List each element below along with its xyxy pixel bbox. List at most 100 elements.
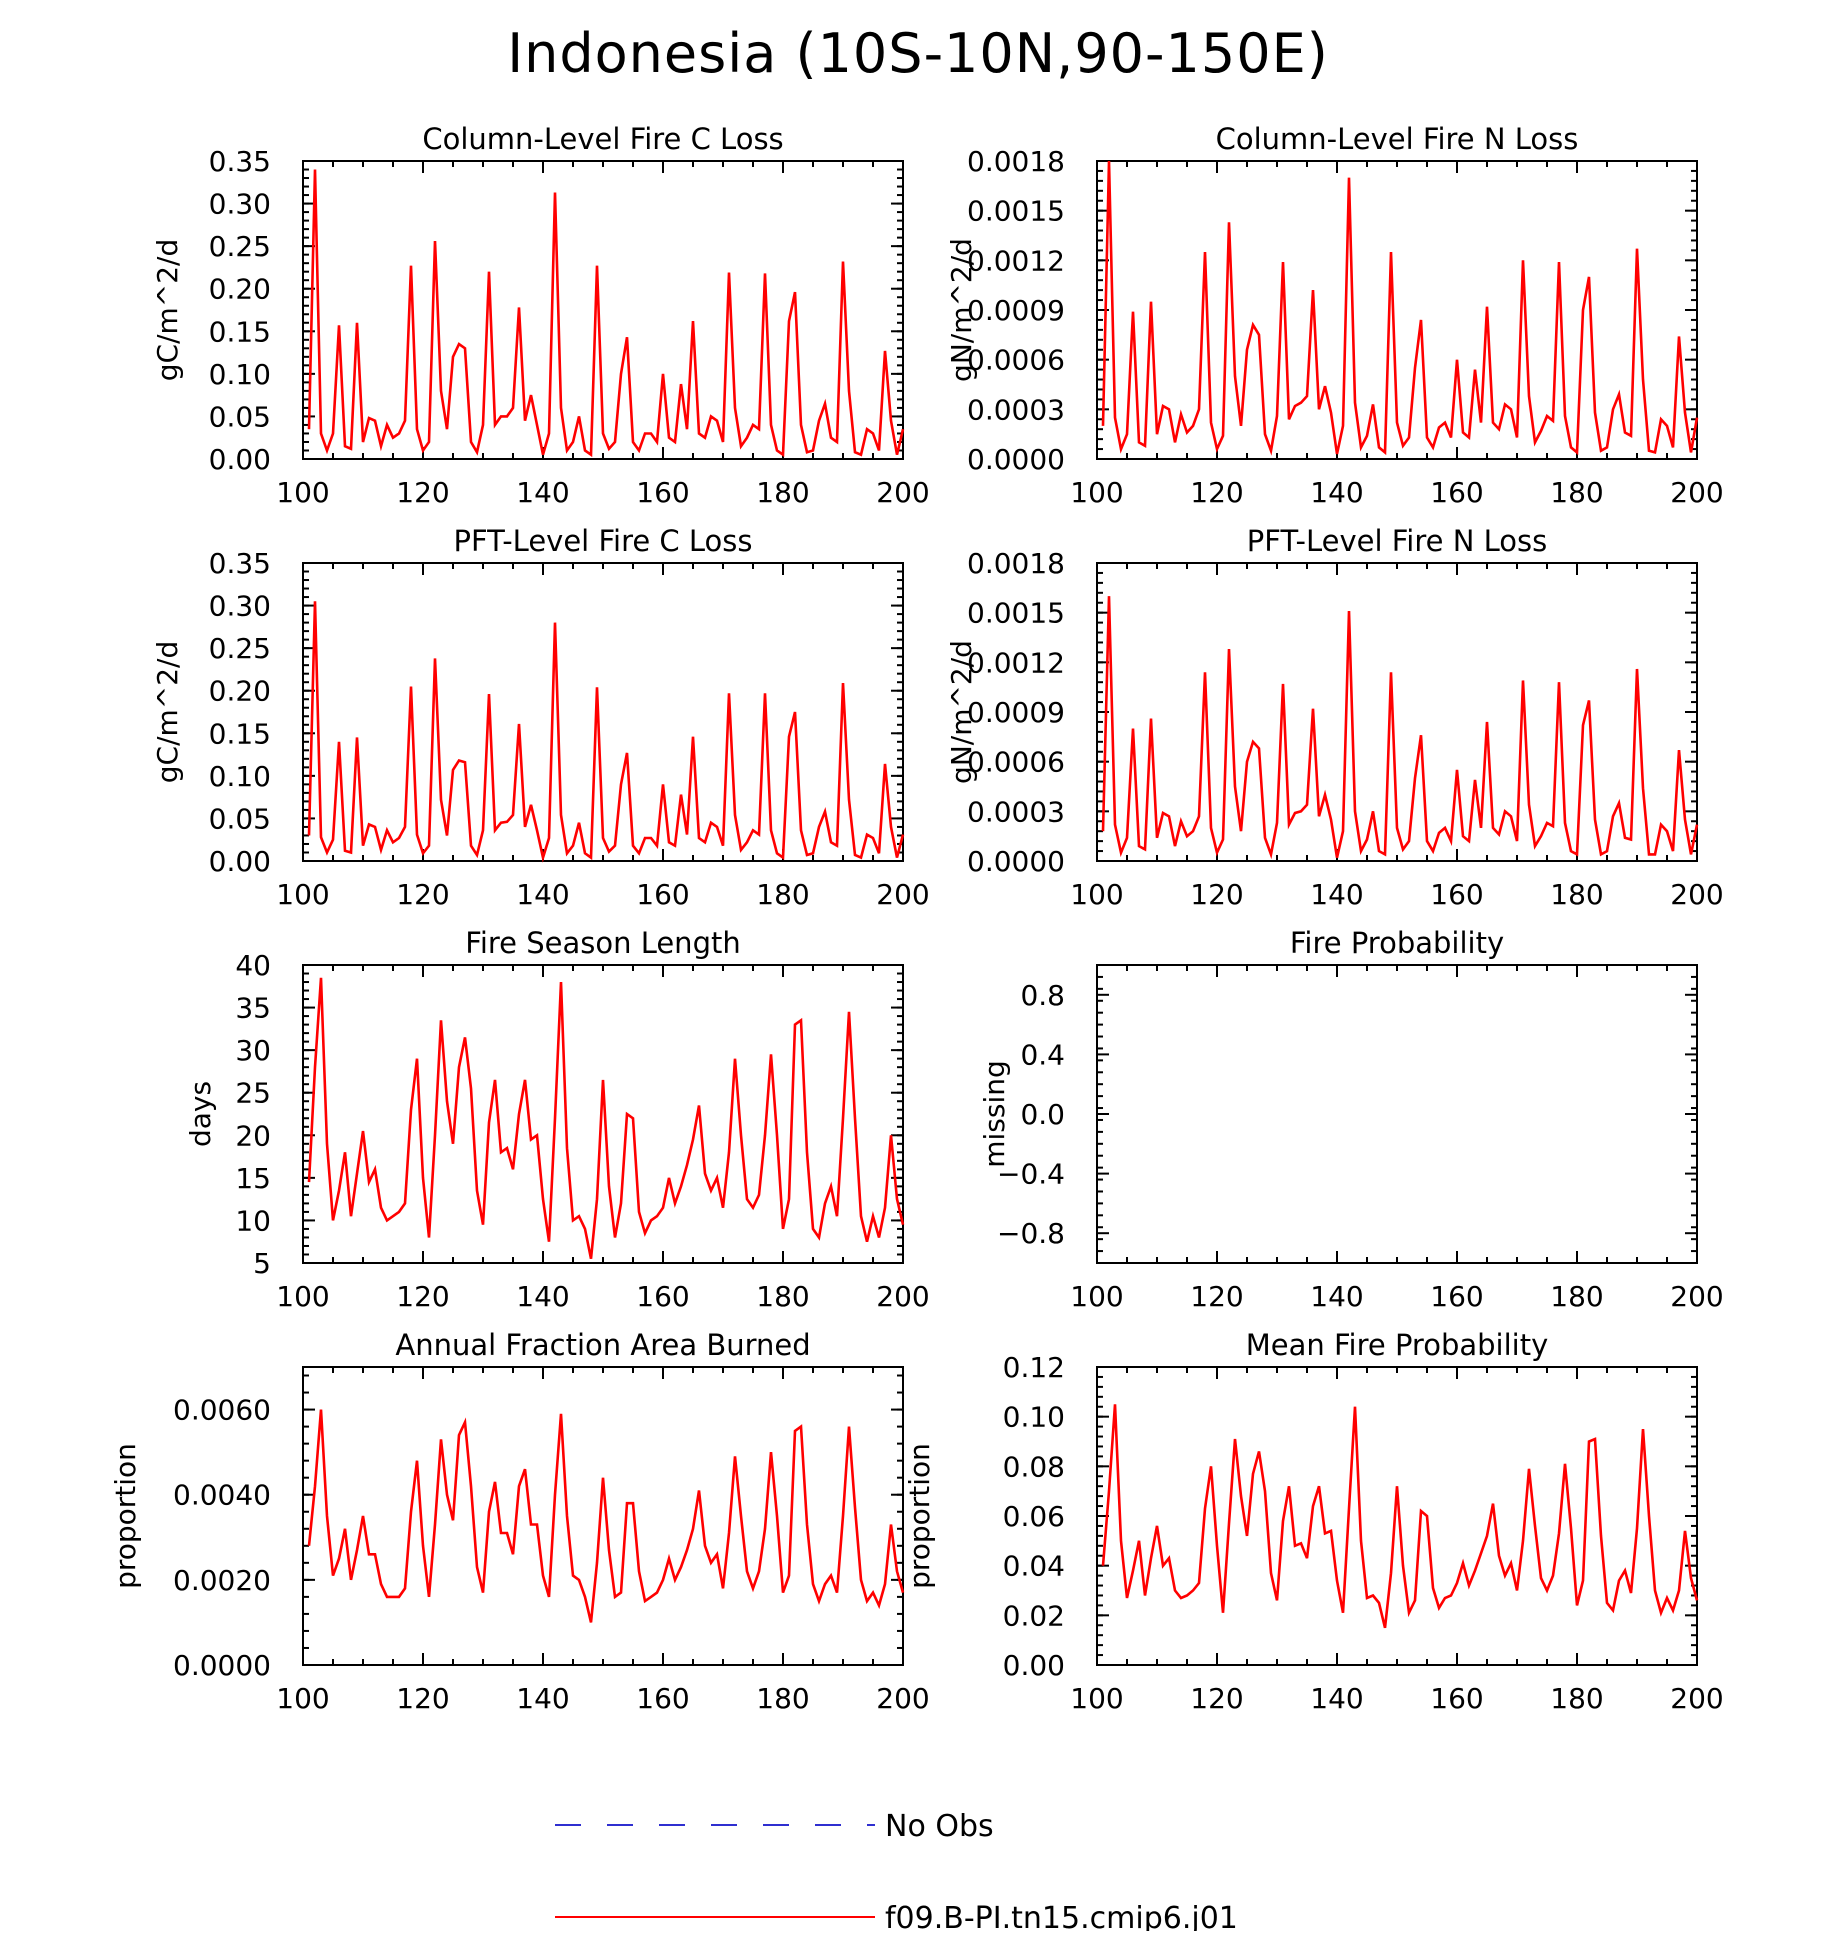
y-tick-label: 0.0009 (967, 696, 1065, 729)
y-tick-label: −0.4 (997, 1158, 1065, 1191)
x-tick-label: 200 (1670, 1280, 1723, 1313)
x-tick-label: 160 (636, 878, 689, 911)
plot-frame (1096, 1366, 1698, 1666)
x-tick-label: 100 (276, 1280, 329, 1313)
x-tick-label: 100 (276, 476, 329, 509)
y-tick-label: 0.0006 (967, 344, 1065, 377)
figure-title: Indonesia (10S-10N,90-150E) (507, 22, 1329, 85)
y-tick-label: 30 (235, 1034, 271, 1067)
x-tick-label: 200 (876, 1280, 929, 1313)
x-tick-label: 140 (516, 1682, 569, 1715)
y-tick-label: 0.0015 (967, 597, 1065, 630)
y-tick-label: 0.0040 (173, 1479, 271, 1512)
plot-title: Fire Probability (1290, 926, 1504, 960)
x-tick-label: 160 (636, 476, 689, 509)
x-tick-label: 180 (756, 878, 809, 911)
y-axis-label: days (184, 1081, 217, 1147)
y-tick-label: 0.00 (209, 845, 271, 878)
y-tick-label: 0.08 (1003, 1450, 1065, 1483)
y-axis-label: gN/m^2/d (945, 238, 978, 382)
x-tick-label: 140 (516, 878, 569, 911)
y-tick-label: 0.05 (209, 400, 271, 433)
x-tick-label: 180 (1550, 1682, 1603, 1715)
y-tick-label: 0.0012 (967, 244, 1065, 277)
y-tick-label: 0.20 (209, 273, 271, 306)
legend-label: No Obs (885, 1809, 994, 1844)
x-tick-label: 120 (396, 1682, 449, 1715)
plot-prob: Fire Probability 100 120 140 160 180 200 −0.8 −0… (978, 926, 1724, 1313)
x-tick-label: 200 (876, 1682, 929, 1715)
x-tick-label: 180 (1550, 476, 1603, 509)
y-tick-label: 0.15 (209, 315, 271, 348)
x-tick-label: 140 (516, 476, 569, 509)
y-tick-label: 0.10 (209, 760, 271, 793)
y-tick-label: 0.0003 (967, 795, 1065, 828)
y-tick-label: 0.0060 (173, 1394, 271, 1427)
x-tick-label: 120 (396, 476, 449, 509)
plot-col-n: Column-Level Fire N Loss 100 120 140 160 180 2… (945, 122, 1724, 509)
y-axis-label: proportion (109, 1443, 142, 1589)
x-tick-label: 140 (1310, 878, 1363, 911)
x-tick-label: 180 (1550, 878, 1603, 911)
x-tick-label: 140 (1310, 476, 1363, 509)
series-line (307, 601, 905, 863)
x-tick-label: 120 (1190, 476, 1243, 509)
x-tick-label: 100 (1070, 476, 1123, 509)
y-tick-label: 0.0 (1020, 1098, 1065, 1131)
x-tick-label: 200 (1670, 1682, 1723, 1715)
y-tick-label: −0.8 (997, 1217, 1065, 1250)
y-tick-label: 0.0009 (967, 294, 1065, 327)
x-tick-label: 100 (276, 878, 329, 911)
x-tick-label: 100 (276, 1682, 329, 1715)
x-tick-label: 120 (1190, 878, 1243, 911)
y-tick-label: 15 (235, 1162, 271, 1195)
plot-meanprob: Mean Fire Probability 100 120 140 160 180 200 0… (903, 1328, 1724, 1715)
plot-season: Fire Season Length 100 120 140 160 180 200 5 10 1… (184, 926, 930, 1313)
series-line (307, 1409, 905, 1623)
x-tick-label: 100 (1070, 878, 1123, 911)
plot-title: Mean Fire Probability (1246, 1328, 1549, 1362)
y-tick-label: 0.0020 (173, 1564, 271, 1597)
plot-title: PFT-Level Fire N Loss (1247, 524, 1547, 558)
series-line (1101, 1404, 1699, 1629)
x-tick-label: 180 (1550, 1280, 1603, 1313)
plot-title: PFT-Level Fire C Loss (454, 524, 753, 558)
y-tick-label: 0.04 (1003, 1550, 1065, 1583)
y-axis-label: gN/m^2/d (945, 640, 978, 784)
y-tick-label: 0.0000 (173, 1649, 271, 1682)
y-tick-label: 5 (253, 1247, 271, 1280)
x-tick-label: 180 (756, 1682, 809, 1715)
x-tick-label: 140 (516, 1280, 569, 1313)
y-tick-label: 0.00 (1003, 1649, 1065, 1682)
y-tick-label: 0.02 (1003, 1599, 1065, 1632)
y-tick-label: 35 (235, 992, 271, 1025)
y-axis-label: missing (978, 1060, 1011, 1168)
y-tick-label: 40 (235, 949, 271, 982)
plot-frame (1096, 964, 1698, 1264)
y-tick-label: 0.06 (1003, 1500, 1065, 1533)
plot-pft-n: PFT-Level Fire N Loss 100 120 140 160 180 200 0… (945, 524, 1724, 911)
y-tick-label: 0.35 (209, 145, 271, 178)
y-tick-label: 0.05 (209, 802, 271, 835)
y-tick-label: 25 (235, 1077, 271, 1110)
x-tick-label: 160 (1430, 1280, 1483, 1313)
series-line (307, 169, 905, 458)
y-tick-label: 0.20 (209, 675, 271, 708)
x-tick-label: 200 (876, 476, 929, 509)
y-tick-label: 0.35 (209, 547, 271, 580)
x-tick-label: 120 (396, 1280, 449, 1313)
plot-title: Fire Season Length (465, 926, 740, 960)
x-tick-label: 120 (1190, 1682, 1243, 1715)
plot-col-c: Column-Level Fire C Loss 100 120 140 160 180 2… (151, 122, 930, 509)
y-tick-label: 0.0018 (967, 547, 1065, 580)
y-tick-label: 0.8 (1020, 979, 1065, 1012)
y-axis-label: proportion (903, 1443, 936, 1589)
y-tick-label: 0.00 (209, 443, 271, 476)
series-line (1101, 160, 1699, 456)
x-tick-label: 200 (1670, 476, 1723, 509)
x-tick-label: 100 (1070, 1682, 1123, 1715)
series-line (307, 977, 905, 1259)
series-line (1101, 596, 1699, 860)
